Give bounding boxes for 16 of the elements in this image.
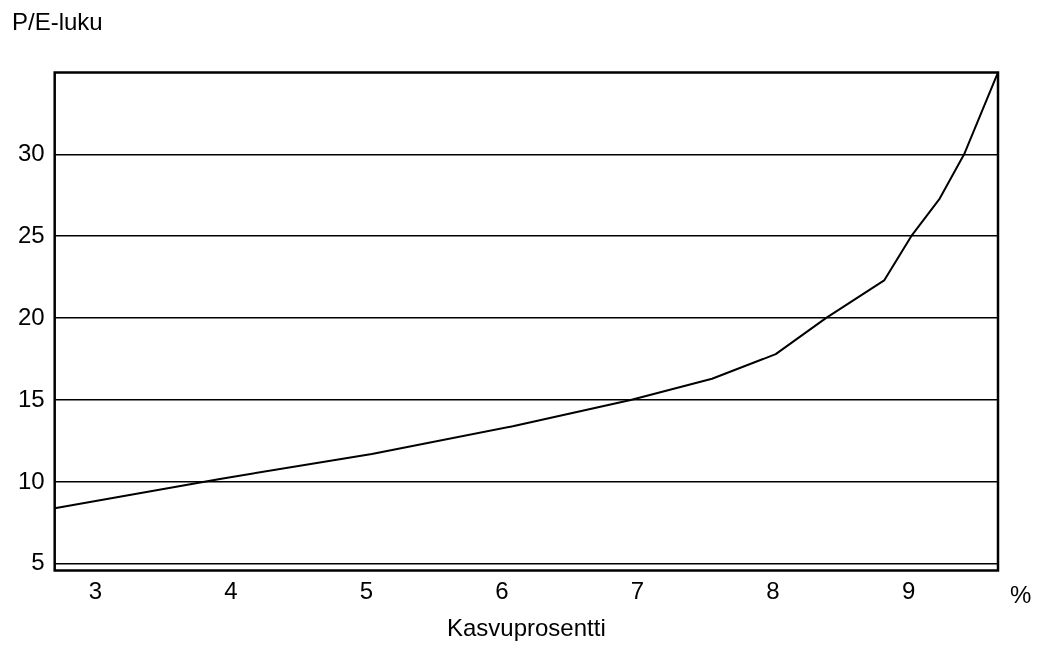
- x-tick-label: 5: [359, 577, 374, 605]
- y-tick-label: 30: [17, 138, 45, 166]
- y-axis-title: P/E-luku: [12, 8, 104, 37]
- x-tick-label: 8: [766, 577, 780, 605]
- x-tick-label: 4: [224, 577, 238, 605]
- x-axis-title: Kasvuprosentti: [446, 614, 606, 642]
- x-tick-label: 6: [495, 577, 509, 605]
- text: %: [1010, 581, 1032, 609]
- x-tick-label: 7: [630, 577, 645, 605]
- y-tick-label: 5: [31, 548, 45, 576]
- x-tick-label: 9: [901, 577, 916, 605]
- x-tick-label: 3: [88, 577, 103, 605]
- y-tick-label: 25: [17, 220, 45, 248]
- y-tick-label: 15: [17, 384, 45, 412]
- y-tick-label: 10: [17, 466, 45, 494]
- y-tick-label: 20: [17, 302, 45, 330]
